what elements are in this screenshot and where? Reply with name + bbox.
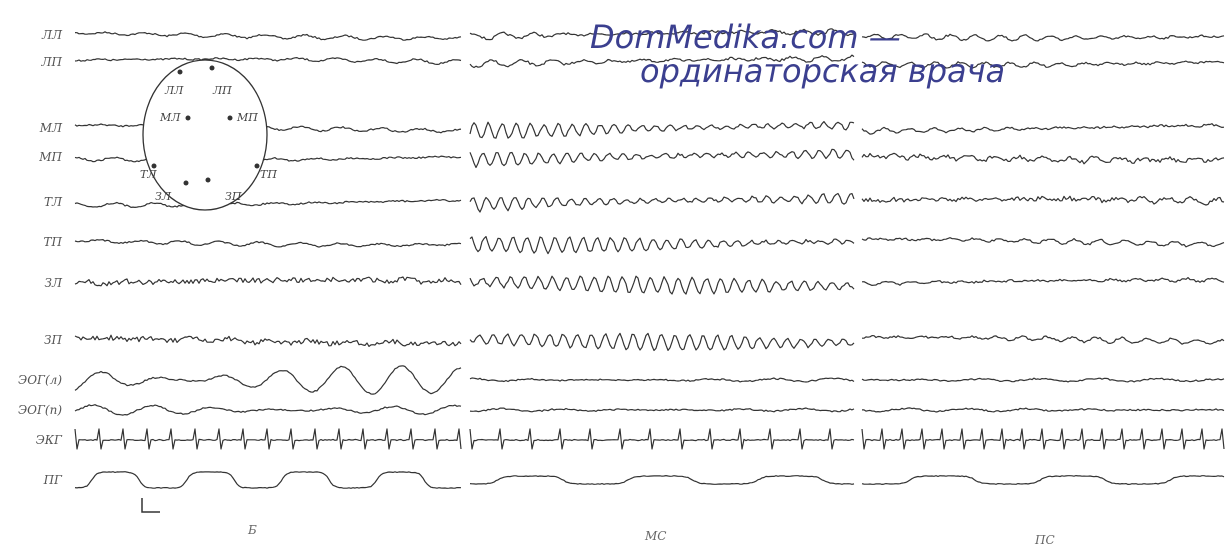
channel-label: МП — [38, 150, 62, 164]
channel-label: ПГ — [43, 473, 63, 487]
head-label: ЗЛ — [155, 190, 172, 203]
channel-label: ЗЛ — [45, 276, 63, 290]
signal-trace — [862, 238, 1224, 247]
signal-trace — [862, 196, 1224, 205]
eeg-figure: ЛЛ ЛП МЛ МП ТЛ ТП ЗЛ ЗП ЭОГ(л) ЭОГ(п) ЭКГ ПГ ЛЛ ЛП … — [0, 0, 1232, 551]
channel-label: ЛП — [41, 55, 63, 69]
head-label: МЛ — [159, 111, 181, 124]
panel-label: Б — [247, 523, 257, 537]
signal-trace — [470, 122, 854, 139]
panel-label: ПС — [1034, 533, 1055, 547]
channel-label: ЭОГ(л) — [18, 373, 62, 387]
watermark: ординаторская врача — [640, 52, 1005, 90]
channel-label: ТП — [44, 235, 63, 249]
channel-label: МЛ — [39, 121, 63, 135]
head-label: ТП — [260, 168, 277, 181]
channel-label: ЛЛ — [41, 28, 63, 42]
signal-trace — [862, 153, 1224, 164]
watermark: DomMedika.com — — [590, 18, 901, 56]
head-label: МП — [236, 111, 258, 124]
signal-trace — [470, 408, 854, 412]
signal-trace — [862, 378, 1224, 382]
head-label: ЛП — [212, 84, 232, 97]
signal-trace — [75, 200, 461, 208]
signal-trace — [75, 156, 461, 163]
signal-trace — [862, 124, 1224, 134]
signal-trace — [862, 34, 1224, 41]
signal-trace — [862, 476, 1224, 485]
channel-label: ЭКГ — [36, 433, 63, 447]
signal-trace — [470, 276, 854, 294]
scale-bar — [142, 498, 160, 512]
signal-trace — [862, 336, 1224, 345]
signal-trace — [470, 149, 854, 167]
signal-trace — [75, 335, 461, 346]
panel-label: МС — [644, 529, 666, 543]
signal-trace — [862, 408, 1224, 412]
signal-trace — [75, 429, 461, 449]
signal-trace — [470, 237, 854, 254]
head-outline — [143, 60, 267, 210]
head-diagram: ЛЛ ЛП МЛ МП ТЛ ТП ЗЛ ЗП — [140, 60, 277, 210]
signal-trace — [75, 240, 461, 248]
head-label: ЗП — [225, 190, 242, 203]
channel-labels: ЛЛ ЛП МЛ МП ТЛ ТП ЗЛ ЗП ЭОГ(л) ЭОГ(п) ЭКГ ПГ — [18, 28, 63, 487]
signal-trace — [75, 366, 461, 394]
signal-trace — [75, 58, 461, 65]
signal-trace — [470, 429, 854, 449]
signal-trace — [862, 278, 1224, 286]
signal-trace — [470, 194, 854, 213]
signal-trace — [75, 32, 461, 40]
signal-trace — [75, 472, 461, 489]
signal-trace — [470, 378, 854, 382]
signal-trace — [75, 277, 461, 286]
signal-trace — [470, 476, 854, 485]
channel-label: ЗП — [44, 333, 62, 347]
head-label: ТЛ — [140, 168, 157, 181]
signal-trace — [75, 405, 461, 415]
channel-label: ТЛ — [44, 195, 63, 209]
channel-label: ЭОГ(п) — [18, 403, 62, 417]
head-label: ЛЛ — [164, 84, 184, 97]
signal-trace — [862, 429, 1224, 449]
signal-trace — [470, 333, 854, 350]
signal-trace — [75, 124, 461, 133]
